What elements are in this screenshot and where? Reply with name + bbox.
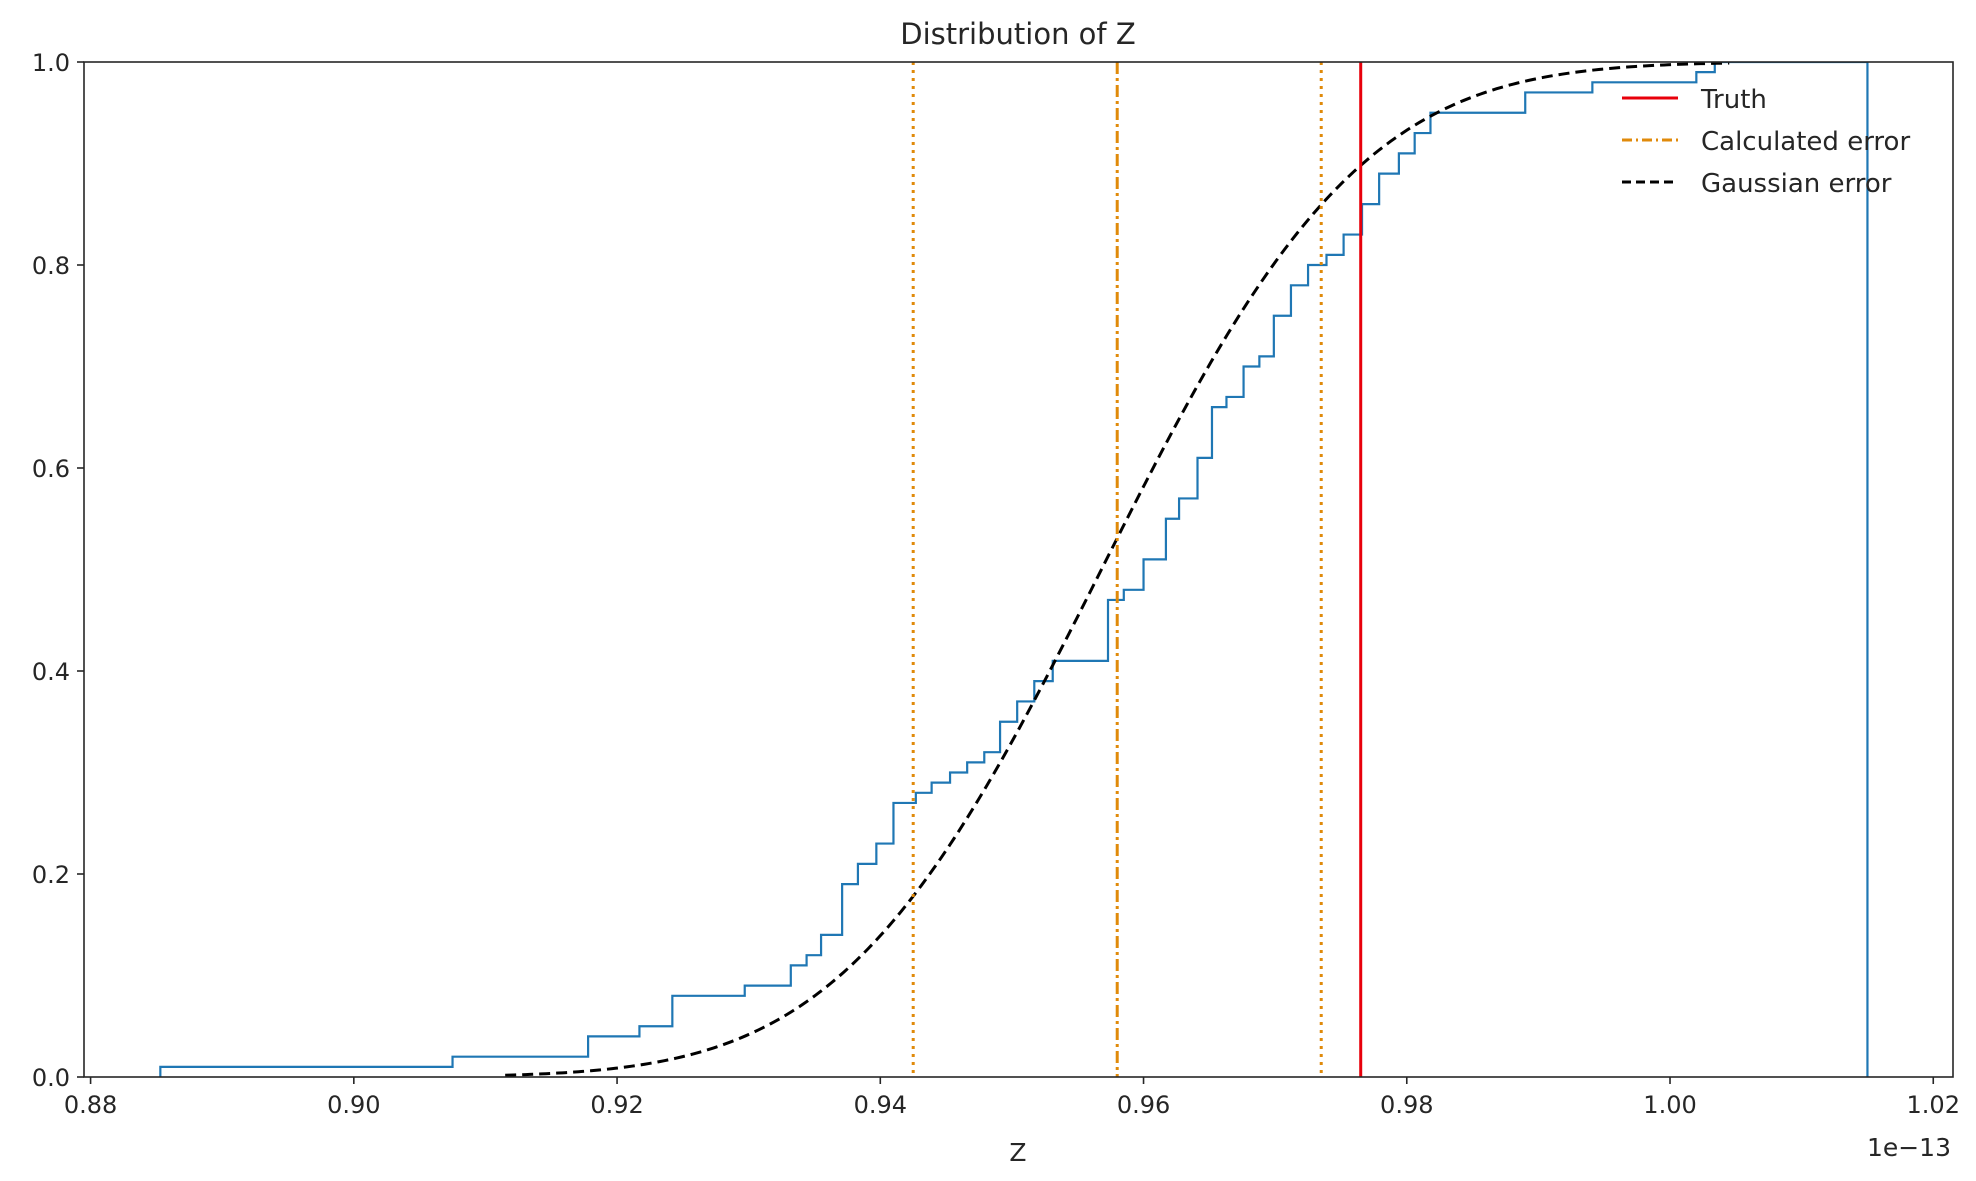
plot-frame xyxy=(83,61,1954,1078)
y-tick-label: 0.6 xyxy=(32,455,70,483)
x-tick-label: 0.94 xyxy=(854,1091,907,1119)
x-tick-label: 0.92 xyxy=(590,1091,643,1119)
legend-label-calculated: Calculated error xyxy=(1701,127,1910,157)
x-tick-label: 0.88 xyxy=(64,1091,117,1119)
y-tick-label: 0.8 xyxy=(32,252,70,280)
x-tick-label: 0.98 xyxy=(1380,1091,1433,1119)
x-axis-label: Z xyxy=(1009,1138,1026,1167)
x-tick-label: 1.00 xyxy=(1643,1091,1696,1119)
x-offset-label: 1e−13 xyxy=(1867,1133,1951,1162)
y-tick-label: 0.0 xyxy=(32,1064,70,1092)
y-tick-label: 1.0 xyxy=(32,49,70,77)
legend: Truth Calculated error Gaussian error xyxy=(1622,85,1910,199)
x-tick-label: 1.02 xyxy=(1907,1091,1960,1119)
y-tick-label: 0.2 xyxy=(32,861,70,889)
x-tick-label: 0.90 xyxy=(327,1091,380,1119)
x-tick-label: 0.96 xyxy=(1117,1091,1170,1119)
y-tick-label: 0.4 xyxy=(32,658,70,686)
legend-label-truth: Truth xyxy=(1700,85,1767,115)
empirical-cdf-line xyxy=(159,62,1869,1077)
legend-label-gaussian: Gaussian error xyxy=(1701,169,1892,199)
chart-title: Distribution of Z xyxy=(900,17,1135,51)
gaussian-cdf-line xyxy=(505,62,1730,1077)
